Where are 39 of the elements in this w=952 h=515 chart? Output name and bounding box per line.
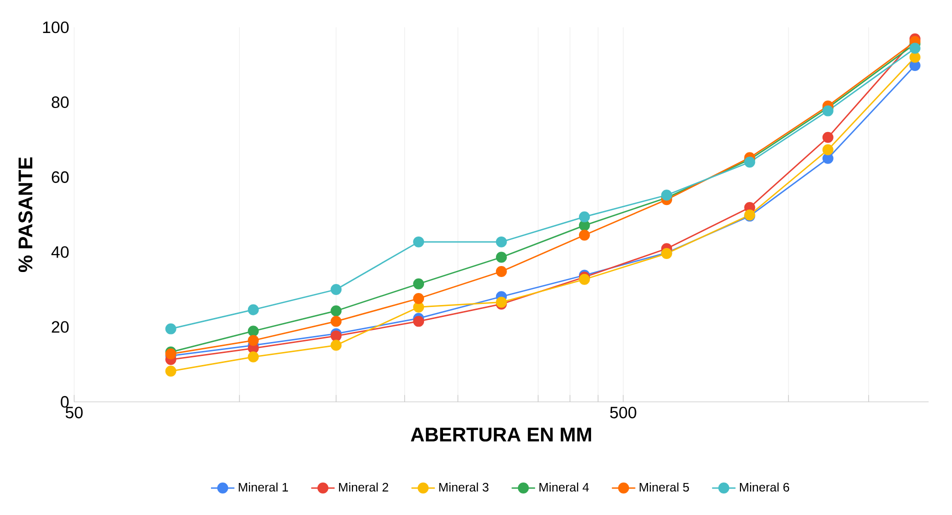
point — [248, 334, 259, 346]
y-tick-label: 20 — [52, 321, 69, 333]
point — [330, 316, 342, 327]
legend-label: Mineral 4 — [540, 482, 589, 492]
point — [909, 52, 920, 63]
point — [248, 351, 259, 362]
x-tick-label: 500 — [610, 406, 636, 418]
point — [248, 304, 259, 316]
y-tick-label: 80 — [52, 96, 69, 108]
point — [413, 236, 424, 248]
point — [330, 305, 342, 316]
point — [496, 266, 507, 277]
y-tick-label: 100 — [43, 21, 69, 34]
point — [496, 252, 507, 263]
point — [330, 340, 342, 351]
legend-label: Mineral 6 — [740, 482, 790, 492]
legend-label: Mineral 3 — [439, 482, 488, 492]
legend-label: Mineral 2 — [339, 482, 388, 492]
point — [165, 366, 176, 377]
point — [248, 326, 259, 337]
point — [413, 292, 424, 304]
y-tick-label: 60 — [52, 171, 69, 183]
point — [909, 42, 920, 54]
point — [661, 190, 672, 201]
point — [165, 323, 176, 334]
point — [330, 284, 342, 295]
y-axis-title: % PASANTE — [18, 157, 32, 272]
point — [413, 278, 424, 290]
point — [496, 236, 507, 248]
point — [578, 230, 590, 241]
x-axis-title: ABERTURA EN MM — [410, 428, 592, 442]
point — [413, 316, 424, 327]
point — [578, 211, 590, 222]
y-tick-label: 40 — [51, 246, 69, 258]
point — [744, 156, 756, 168]
x-tick-label: 50 — [66, 406, 83, 418]
legend-label: Mineral 1 — [238, 482, 288, 492]
legend-label: Mineral 5 — [640, 482, 689, 492]
y-tick-label: 0 — [60, 396, 69, 408]
